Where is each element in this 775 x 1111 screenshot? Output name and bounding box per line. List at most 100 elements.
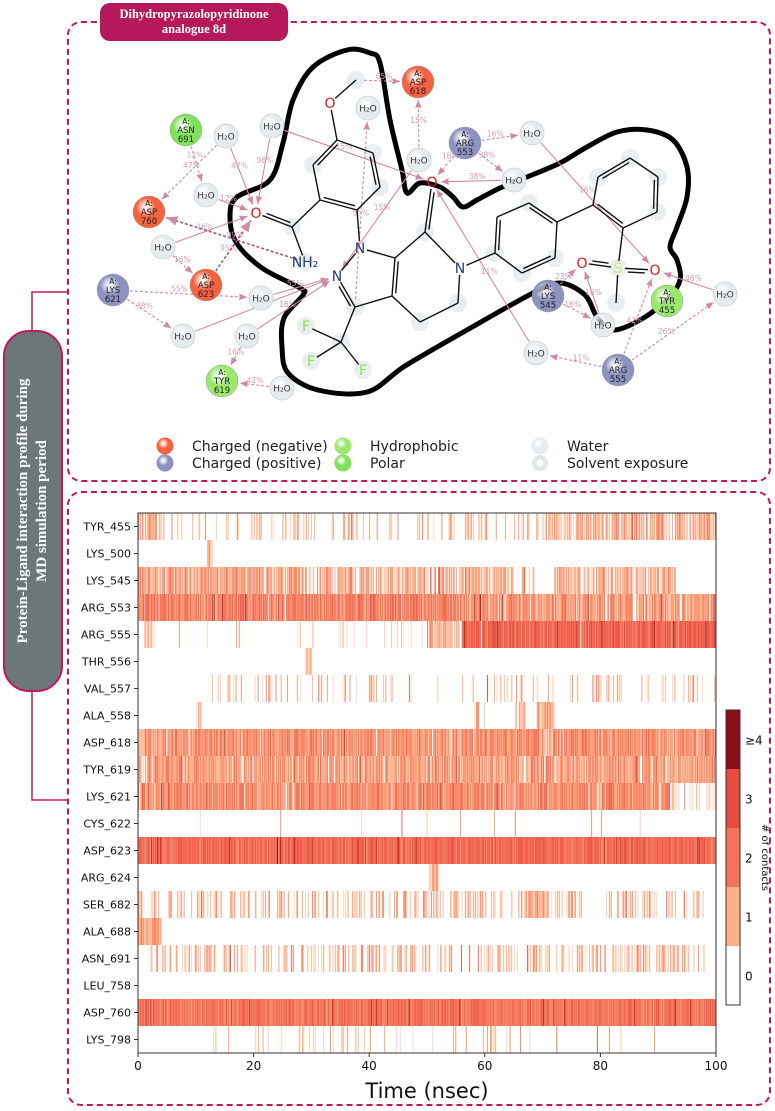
heatmap-cell bbox=[233, 756, 235, 783]
heatmap-cell bbox=[517, 594, 519, 621]
heatmap-cell bbox=[616, 729, 617, 756]
heatmap-cell bbox=[422, 756, 424, 783]
heatmap-cell bbox=[257, 756, 259, 783]
heatmap-cell bbox=[173, 756, 175, 783]
heatmap-cell bbox=[382, 783, 384, 810]
heatmap-cell bbox=[695, 621, 697, 648]
bond bbox=[366, 249, 396, 259]
heatmap-cell bbox=[611, 756, 613, 783]
heatmap-cell bbox=[399, 756, 401, 783]
heatmap-cell bbox=[140, 594, 142, 621]
heatmap-cell bbox=[269, 675, 271, 702]
heatmap-cell bbox=[237, 729, 239, 756]
heatmap-cell bbox=[250, 729, 252, 756]
heatmap-cell bbox=[668, 594, 670, 621]
heatmap-cell bbox=[380, 729, 382, 756]
heatmap-cell bbox=[587, 513, 589, 540]
heatmap-cell bbox=[282, 567, 284, 594]
heatmap-cell bbox=[252, 567, 254, 594]
heatmap-cell bbox=[318, 729, 320, 756]
heatmap-cell bbox=[543, 729, 545, 756]
heatmap-cell bbox=[388, 729, 390, 756]
heatmap-cell bbox=[577, 756, 579, 783]
heatmap-cell bbox=[234, 594, 236, 621]
heatmap-cell bbox=[651, 567, 653, 594]
heatmap-cell bbox=[650, 621, 652, 648]
heatmap-cell bbox=[462, 594, 464, 621]
heatmap-cell bbox=[507, 594, 509, 621]
heatmap-cell bbox=[695, 594, 697, 621]
heatmap-cell bbox=[339, 783, 341, 810]
heatmap-cell bbox=[148, 729, 150, 756]
bond bbox=[356, 209, 361, 242]
heatmap-cell bbox=[450, 567, 452, 594]
heatmap-cell bbox=[714, 729, 716, 756]
heatmap-cell bbox=[294, 783, 296, 810]
heatmap-cell bbox=[713, 621, 715, 648]
heatmap-cell bbox=[318, 756, 320, 783]
interaction-percentage: 16% bbox=[227, 347, 244, 356]
heatmap-cell bbox=[209, 594, 211, 621]
heatmap-cell bbox=[625, 621, 627, 648]
heatmap-cell bbox=[351, 729, 353, 756]
heatmap-cell bbox=[265, 783, 267, 810]
heatmap-cell bbox=[607, 756, 609, 783]
heatmap-cell bbox=[472, 621, 474, 648]
heatmap-cell bbox=[140, 594, 142, 621]
heatmap-cell bbox=[197, 783, 199, 810]
heatmap-cell bbox=[438, 729, 440, 756]
heatmap-cell bbox=[329, 756, 331, 783]
heatmap-cell bbox=[698, 729, 700, 756]
heatmap-cell bbox=[608, 675, 610, 702]
heatmap-cell bbox=[198, 783, 200, 810]
heatmap-cell bbox=[222, 756, 224, 783]
heatmap-cell bbox=[147, 783, 149, 810]
heatmap-cell bbox=[449, 729, 451, 756]
heatmap-cell bbox=[173, 594, 175, 621]
heatmap-cell bbox=[521, 621, 523, 648]
residue-circle bbox=[205, 364, 239, 398]
heatmap-cell bbox=[593, 567, 595, 594]
heatmap-cell bbox=[332, 675, 334, 702]
heatmap-cell bbox=[273, 594, 275, 621]
heatmap-cell bbox=[235, 594, 237, 621]
water-label: H₂O bbox=[217, 133, 234, 143]
heatmap-cell bbox=[557, 594, 559, 621]
heatmap-cell bbox=[462, 621, 464, 648]
heatmap-cell bbox=[478, 567, 480, 594]
heatmap-cell bbox=[554, 729, 556, 756]
heatmap-row-lys_545 bbox=[138, 567, 676, 594]
heatmap-cell bbox=[412, 594, 414, 621]
heatmap-cell bbox=[334, 729, 336, 756]
heatmap-cell bbox=[164, 756, 166, 783]
heatmap-cell bbox=[460, 567, 462, 594]
heatmap-cell bbox=[247, 567, 249, 594]
heatmap-cell bbox=[659, 621, 661, 648]
heatmap-cell bbox=[353, 594, 355, 621]
water-label: H₂O bbox=[263, 123, 280, 133]
heatmap-cell bbox=[310, 594, 312, 621]
heatmap-cell bbox=[539, 594, 541, 621]
heatmap-cell bbox=[487, 783, 489, 810]
heatmap-cell bbox=[316, 594, 317, 621]
heatmap-cell bbox=[330, 729, 332, 756]
heatmap-cell bbox=[519, 783, 521, 810]
heatmap-cell bbox=[525, 567, 527, 594]
heatmap-cell bbox=[305, 729, 306, 756]
heatmap-cell bbox=[624, 567, 626, 594]
heatmap-cell bbox=[665, 675, 667, 702]
heatmap-cell bbox=[600, 675, 602, 702]
heatmap-cell bbox=[182, 756, 184, 783]
heatmap-cell bbox=[242, 594, 243, 621]
heatmap-cell bbox=[587, 783, 589, 810]
heatmap-cell bbox=[262, 567, 264, 594]
heatmap-cell bbox=[427, 756, 429, 783]
heatmap-cell bbox=[244, 567, 246, 594]
heatmap-cell bbox=[514, 729, 516, 756]
heatmap-cell bbox=[392, 756, 394, 783]
heatmap-cell bbox=[283, 756, 285, 783]
heatmap-cell bbox=[142, 513, 143, 540]
heatmap-cell bbox=[511, 621, 513, 648]
heatmap-cell bbox=[418, 729, 420, 756]
heatmap-cell bbox=[680, 513, 682, 540]
